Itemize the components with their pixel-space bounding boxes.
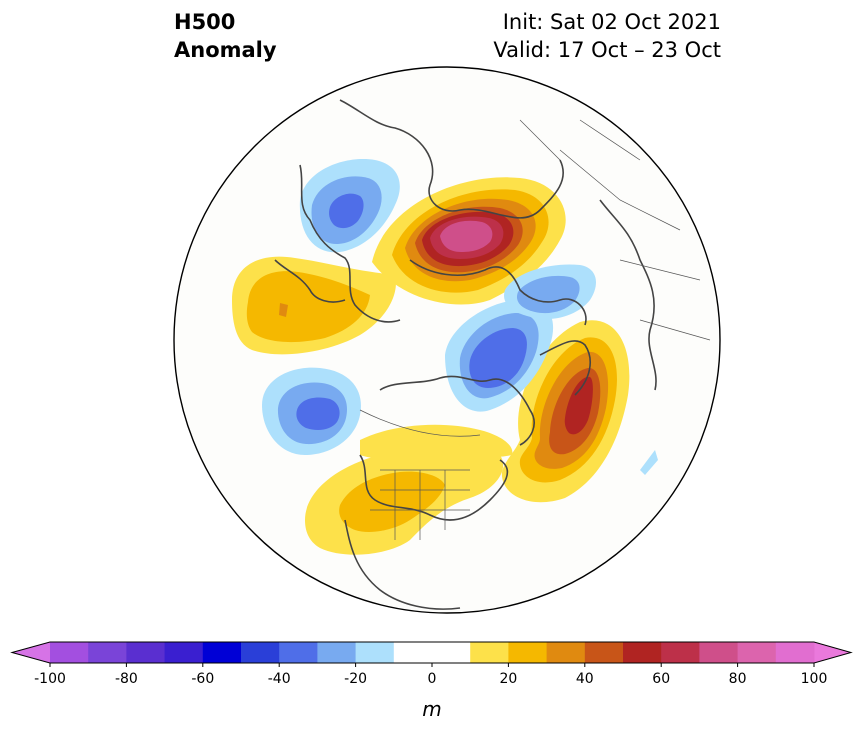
anomaly-fields [232,99,711,610]
colorbar-tick-label: -100 [34,671,66,687]
colorbar-swatch [470,642,509,663]
colorbar-tick-label: 0 [428,671,437,687]
colorbar-swatch [202,642,242,663]
colorbar-extend-low [12,642,50,663]
colorbar-swatch [164,642,204,663]
colorbar-swatch [317,642,357,663]
colorbar-swatches [10,641,853,664]
colorbar-unit-label: m [422,697,441,721]
colorbar-tick-label: 40 [576,671,594,687]
colorbar-tick-label: 80 [729,671,747,687]
negative-anomaly-alaska [262,367,361,455]
small-negative-anomaly [640,450,658,475]
init-date: Init: Sat 02 Oct 2021 [502,10,721,34]
colorbar-swatch [584,642,624,663]
map-boundary [173,66,721,614]
colorbar-swatch [661,642,700,663]
colorbar: -100 -80 -60 -40 -20 0 20 40 60 80 100 m [10,641,853,721]
negative-anomaly-baltic [504,264,596,320]
colorbar-swatch [279,642,318,663]
colorbar-tick-label: -20 [344,671,367,687]
colorbar-swatch [88,642,127,663]
colorbar-swatch [241,642,280,663]
colorbar-tick-label: -40 [268,671,291,687]
colorbar-ticks: -100 -80 -60 -40 -20 0 20 40 60 80 100 [34,663,827,687]
positive-anomaly-europe [372,177,566,305]
colorbar-swatch [393,642,433,663]
colorbar-tick-label: -60 [191,671,214,687]
colorbar-tick-label: 60 [652,671,670,687]
colorbar-tick-label: 100 [801,671,828,687]
colorbar-swatch [355,642,395,663]
colorbar-swatch [699,642,739,663]
colorbar-extend-high [814,642,851,663]
negative-anomaly-greenland [445,299,554,412]
colorbar-swatch [126,642,166,663]
colorbar-swatch [737,642,777,663]
colorbar-tick-label: 20 [499,671,517,687]
colorbar-swatch [508,642,548,663]
colorbar-swatch [775,642,815,663]
valid-date: Valid: 17 Oct – 23 Oct [493,38,721,62]
title-line-1: H500 [174,10,236,34]
colorbar-swatch [623,642,662,663]
negative-anomaly-upper-left [299,159,400,253]
colorbar-swatch [50,642,89,663]
positive-anomaly-north-america [305,424,513,555]
colorbar-swatch [546,642,586,663]
map-title: H500 Anomaly [174,8,277,64]
title-line-2: Anomaly [174,38,277,62]
coastlines [274,99,657,610]
positive-anomaly-atlantic [501,320,630,503]
positive-anomaly-left [232,256,396,355]
colorbar-tick-label: -80 [115,671,138,687]
colorbar-swatch [432,642,471,663]
polar-map [173,66,721,614]
borders [359,119,711,540]
forecast-dates: Init: Sat 02 Oct 2021 Valid: 17 Oct – 23… [493,8,721,64]
